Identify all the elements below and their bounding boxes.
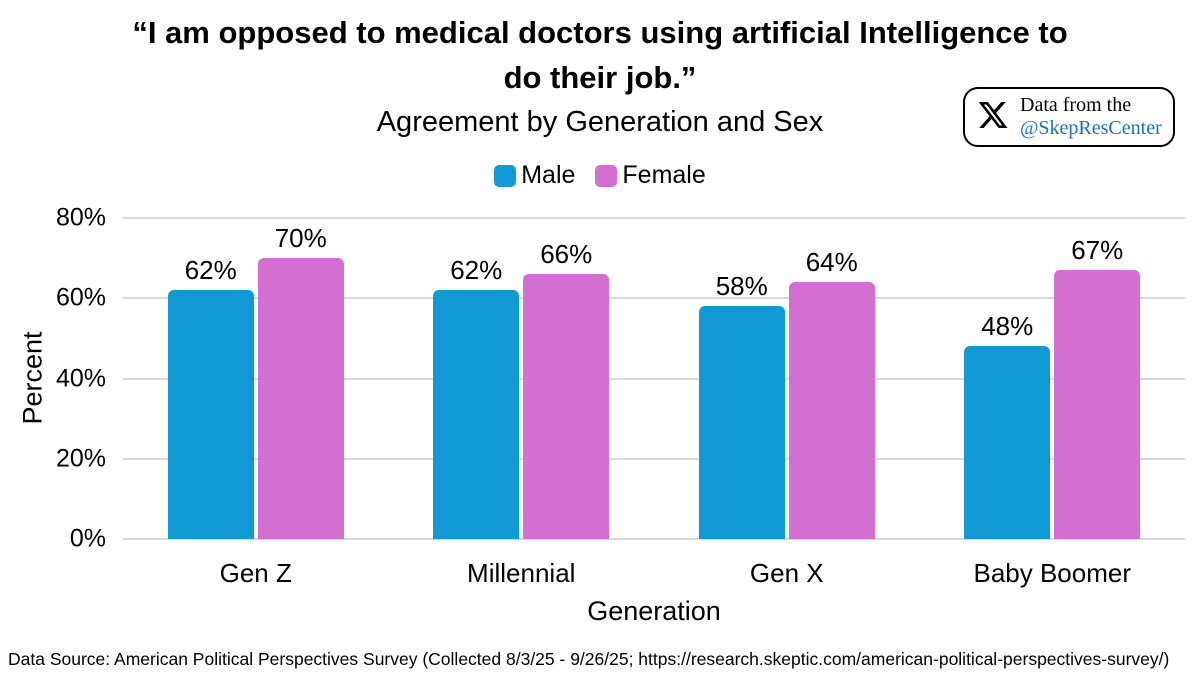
- x-logo-icon: [975, 99, 1011, 136]
- attribution-handle: @SkepResCenter: [1020, 117, 1162, 139]
- attribution-line1: Data from the: [1020, 94, 1132, 116]
- bar-male-baby-boomer: 48%: [964, 311, 1051, 539]
- x-tick-label-baby-boomer: Baby Boomer: [973, 558, 1132, 588]
- bar-female-millennial: 66%: [523, 239, 610, 539]
- attribution-text: Data from the @SkepResCenter: [1020, 94, 1162, 140]
- bar-male-gen-z: 62%: [167, 255, 254, 539]
- bar-group-gen-x: 58% 64%: [654, 218, 920, 539]
- data-source-note: Data Source: American Political Perspect…: [8, 649, 1170, 669]
- gridline-60%: [123, 297, 1185, 300]
- y-tick-label-60%: 60%: [55, 283, 106, 312]
- y-tick-label-20%: 20%: [55, 444, 106, 473]
- x-tick-label-gen-x: Gen X: [749, 558, 824, 588]
- bar-male-millennial: 62%: [433, 255, 520, 539]
- y-tick-label-0%: 0%: [69, 524, 106, 553]
- legend: Male Female: [0, 161, 1200, 190]
- bar-value-female-gen-x: 64%: [805, 247, 858, 278]
- y-axis-ticks: 0% 20% 40% 60% 80%: [0, 204, 106, 553]
- bar-value-female-baby-boomer: 67%: [1071, 235, 1124, 266]
- legend-label-female: Female: [622, 161, 706, 189]
- bars-row: 62% 70% 62% 66% 58% 64% 48% 67%: [123, 218, 1185, 539]
- legend-item-female: Female: [595, 161, 706, 190]
- bar-female-gen-z: 70%: [257, 223, 344, 539]
- legend-label-male: Male: [521, 161, 576, 189]
- legend-swatch-female: [595, 164, 618, 187]
- bar-value-female-gen-z: 70%: [274, 223, 327, 254]
- legend-item-male: Male: [494, 161, 575, 190]
- y-tick-label-80%: 80%: [55, 203, 106, 232]
- x-tick-label-gen-z: Gen Z: [219, 558, 292, 588]
- bar-female-gen-x: 64%: [788, 247, 875, 539]
- bar-female-baby-boomer: 67%: [1054, 235, 1141, 539]
- plot-area: 62% 70% 62% 66% 58% 64% 48% 67%: [123, 217, 1185, 540]
- attribution-badge: Data from the @SkepResCenter: [963, 87, 1175, 147]
- bar-group-gen-z: 62% 70%: [123, 218, 389, 539]
- bar-group-baby-boomer: 48% 67%: [920, 218, 1186, 539]
- x-axis-title: Generation: [587, 596, 721, 626]
- y-tick-label-40%: 40%: [55, 364, 106, 392]
- chart-subtitle: Agreement by Generation and Sex: [376, 106, 824, 138]
- gridline-80%: [123, 217, 1185, 219]
- x-tick-label-millennial: Millennial: [467, 558, 576, 588]
- gridline-20%: [123, 457, 1185, 460]
- bar-value-female-millennial: 66%: [540, 239, 593, 270]
- chart-header: “I am opposed to medical doctors using a…: [0, 10, 1200, 142]
- chart-title-line2: do their job.”: [503, 60, 697, 95]
- bar-male-gen-x: 58%: [698, 271, 785, 539]
- gridline-40%: [123, 377, 1185, 380]
- bar-group-millennial: 62% 66%: [389, 218, 655, 539]
- gridline-0%: [123, 538, 1185, 540]
- bar-value-male-baby-boomer: 48%: [981, 311, 1034, 342]
- legend-swatch-male: [494, 164, 517, 187]
- bar-value-male-millennial: 62%: [450, 255, 503, 286]
- bar-value-male-gen-z: 62%: [184, 255, 237, 286]
- chart-title-line1: “I am opposed to medical doctors using a…: [132, 15, 1068, 50]
- bar-value-male-gen-x: 58%: [715, 271, 768, 302]
- x-axis-ticks: Gen Z Millennial Gen X Baby Boomer: [123, 558, 1185, 589]
